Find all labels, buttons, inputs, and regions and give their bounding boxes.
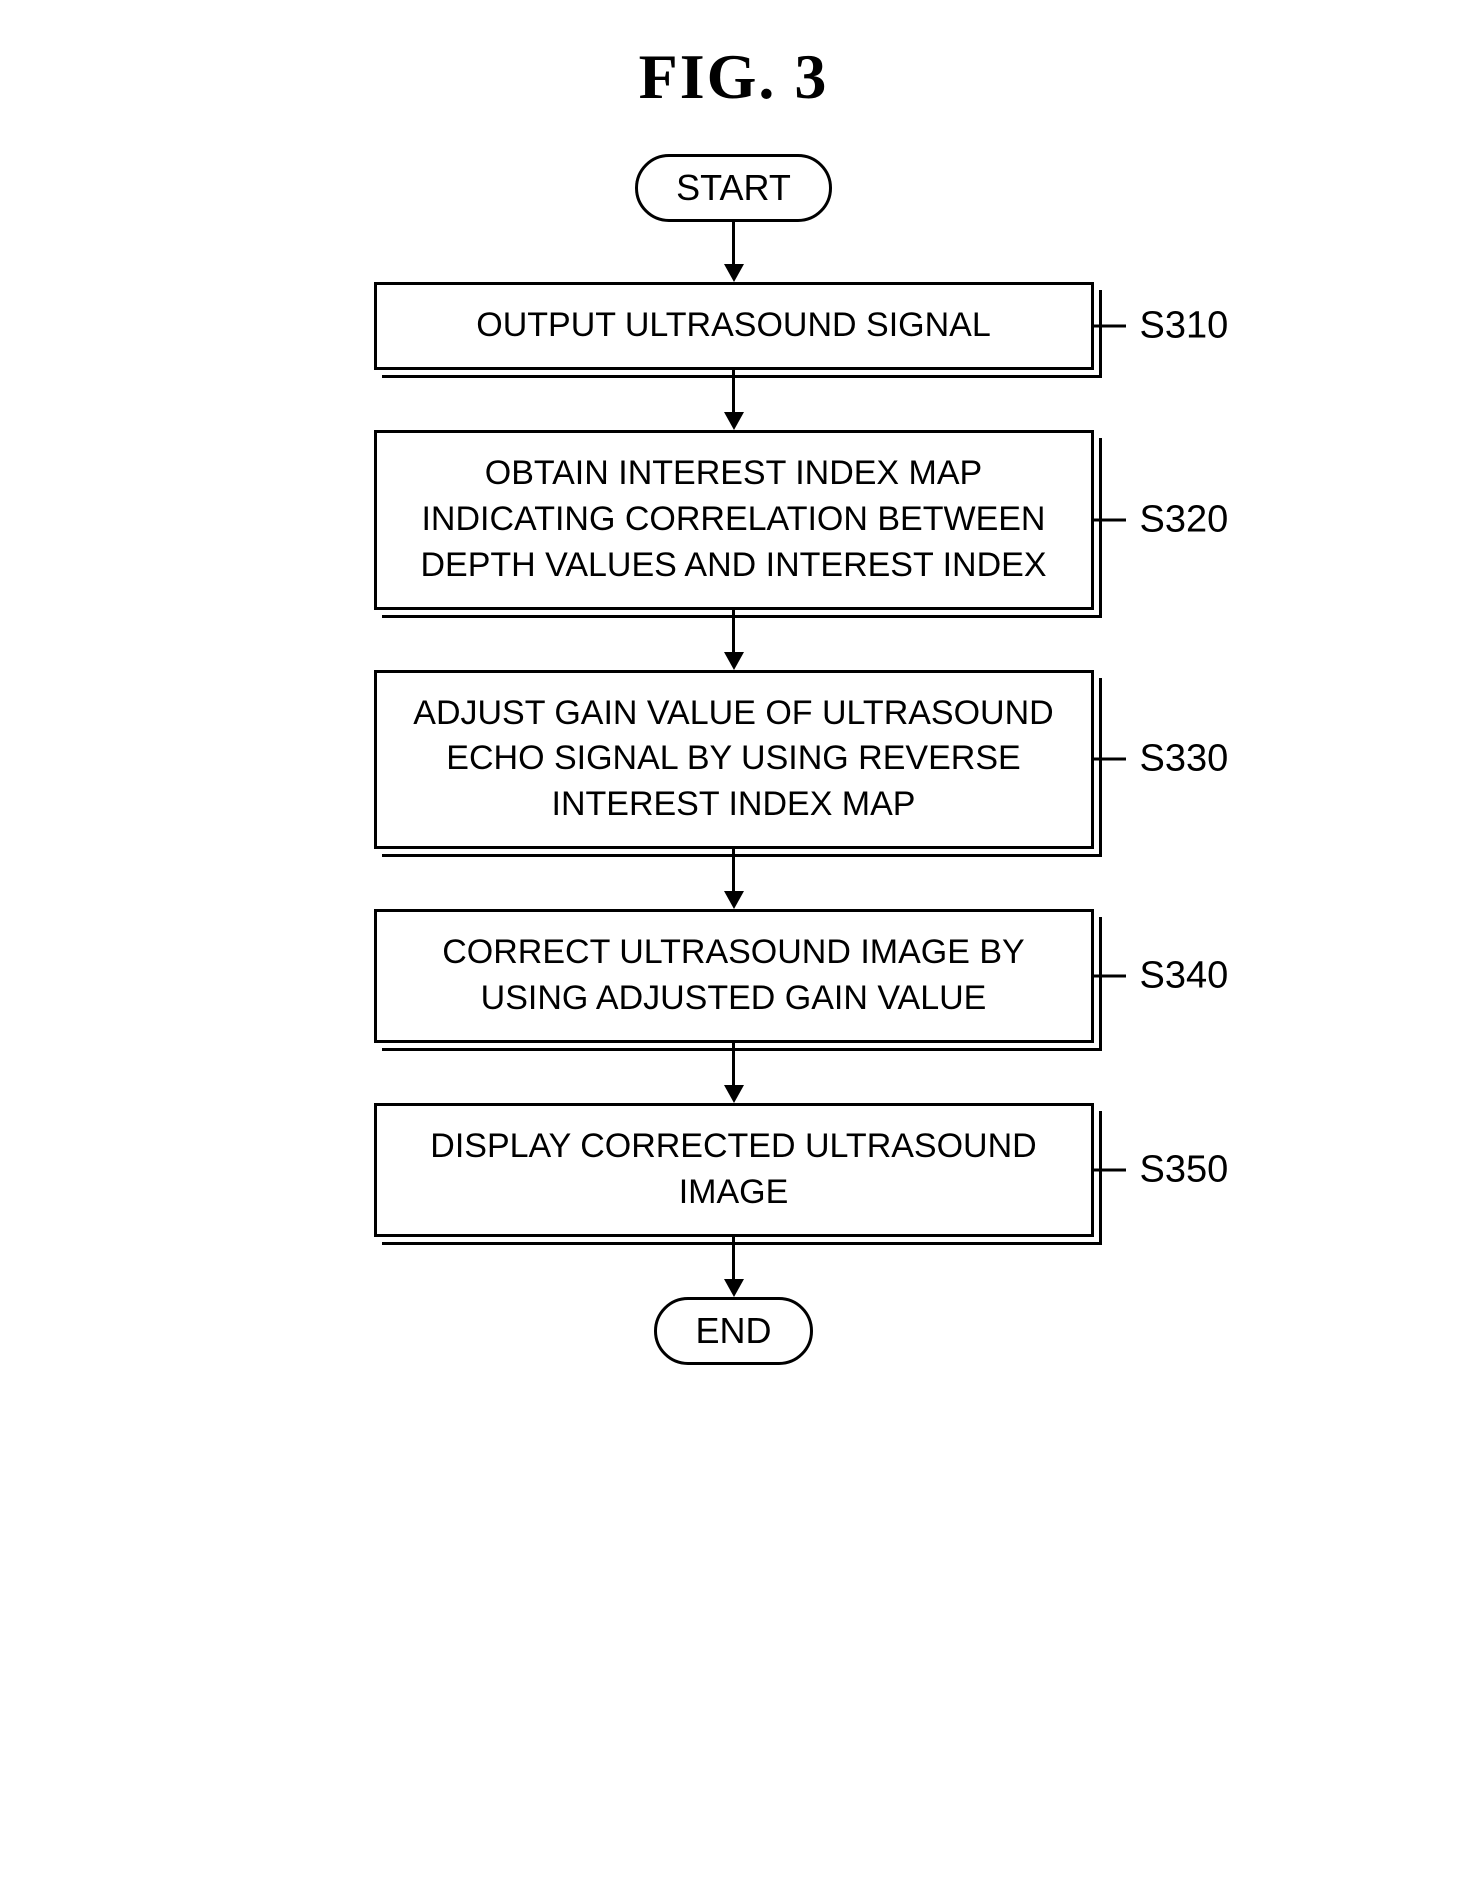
process-box: ADJUST GAIN VALUE OF ULTRASOUND ECHO SIG…	[374, 670, 1094, 850]
label-tick: S320	[1094, 498, 1229, 541]
process-text: CORRECT ULTRASOUND IMAGE BY USING ADJUST…	[374, 909, 1094, 1043]
label-tick: S310	[1094, 304, 1229, 347]
step-label: S340	[1140, 955, 1229, 998]
arrow-connector	[724, 1043, 744, 1103]
figure-title: FIG. 3	[639, 40, 829, 114]
process-text: ADJUST GAIN VALUE OF ULTRASOUND ECHO SIG…	[374, 670, 1094, 850]
process-box: OBTAIN INTEREST INDEX MAP INDICATING COR…	[374, 430, 1094, 610]
arrow-connector	[724, 849, 744, 909]
terminal-end: END	[654, 1297, 812, 1365]
step-label: S310	[1140, 304, 1229, 347]
label-tick: S330	[1094, 738, 1229, 781]
step-label: S350	[1140, 1148, 1229, 1191]
step-s330: ADJUST GAIN VALUE OF ULTRASOUND ECHO SIG…	[374, 670, 1094, 850]
process-box: DISPLAY CORRECTED ULTRASOUND IMAGE	[374, 1103, 1094, 1237]
arrow-connector	[724, 1237, 744, 1297]
step-label: S320	[1140, 498, 1229, 541]
flowchart-container: START OUTPUT ULTRASOUND SIGNAL S310 OBTA…	[374, 154, 1094, 1365]
process-text: OBTAIN INTEREST INDEX MAP INDICATING COR…	[374, 430, 1094, 610]
step-s340: CORRECT ULTRASOUND IMAGE BY USING ADJUST…	[374, 909, 1094, 1043]
step-s350: DISPLAY CORRECTED ULTRASOUND IMAGE S350	[374, 1103, 1094, 1237]
process-box: CORRECT ULTRASOUND IMAGE BY USING ADJUST…	[374, 909, 1094, 1043]
step-s310: OUTPUT ULTRASOUND SIGNAL S310	[374, 282, 1094, 370]
terminal-start: START	[635, 154, 832, 222]
process-text: DISPLAY CORRECTED ULTRASOUND IMAGE	[374, 1103, 1094, 1237]
arrow-connector	[724, 610, 744, 670]
process-box: OUTPUT ULTRASOUND SIGNAL	[374, 282, 1094, 370]
label-tick: S340	[1094, 955, 1229, 998]
arrow-connector	[724, 222, 744, 282]
process-text: OUTPUT ULTRASOUND SIGNAL	[374, 282, 1094, 370]
step-label: S330	[1140, 738, 1229, 781]
arrow-connector	[724, 370, 744, 430]
label-tick: S350	[1094, 1148, 1229, 1191]
step-s320: OBTAIN INTEREST INDEX MAP INDICATING COR…	[374, 430, 1094, 610]
